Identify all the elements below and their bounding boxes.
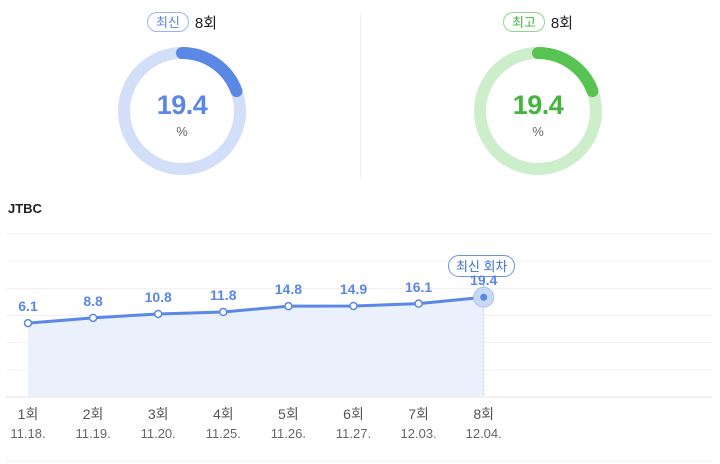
data-label: 6.1 — [18, 298, 38, 315]
x-tick-date: 11.20. — [140, 426, 176, 441]
latest-rating-header: 최신 8회 — [92, 10, 272, 34]
x-tick-date: 12.04. — [465, 426, 502, 441]
data-point — [284, 301, 293, 311]
latest-rating-value: 19.4 — [156, 90, 208, 120]
x-tick-date: 12.03. — [400, 426, 437, 441]
rating-summary: 최신 8회 19.4 % 최고 8회 19.4 % — [0, 0, 720, 185]
summary-divider — [360, 14, 361, 178]
data-point — [153, 309, 163, 319]
data-label: 16.1 — [404, 278, 433, 295]
x-tick-round: 3회 — [147, 406, 169, 422]
best-donut-arc — [474, 47, 602, 175]
x-tick-round: 5회 — [278, 406, 299, 422]
series-area — [28, 297, 484, 397]
x-tick-date: 11.19. — [75, 426, 111, 441]
latest-rating-card: 최신 8회 19.4 % — [92, 0, 272, 185]
data-point — [349, 301, 358, 311]
data-label: 8.8 — [83, 292, 103, 309]
channel-name: JTBC — [8, 201, 42, 216]
data-point — [23, 318, 33, 328]
ratings-chart: 최신 회차 6.1 1회 11.18. 8.8 2회 11.19. 10.8 3회 11.20.… — [0, 225, 720, 464]
best-rating-value: 19.4 — [512, 90, 564, 120]
series-line — [27, 295, 484, 325]
x-tick-round: 4회 — [212, 406, 234, 422]
data-label: 14.8 — [274, 281, 303, 298]
data-label: 14.9 — [339, 280, 368, 297]
data-label: 10.8 — [144, 288, 172, 305]
data-point — [219, 307, 228, 317]
x-tick-round: 6회 — [343, 406, 364, 422]
best-badge: 최고 — [502, 12, 545, 32]
latest-episode-tag: 최신 회차 — [448, 255, 516, 277]
x-tick-date: 11.27. — [335, 426, 372, 441]
latest-round: 8회 — [194, 14, 218, 32]
x-tick-date: 11.26. — [270, 426, 306, 441]
x-tick-date: 11.25. — [205, 426, 241, 441]
x-tick-round: 1회 — [17, 406, 39, 422]
best-rating-unit: % — [532, 124, 544, 139]
x-tick-round: 7회 — [408, 406, 429, 422]
best-round: 8회 — [550, 14, 574, 32]
latest-badge: 최신 — [146, 12, 189, 32]
best-rating-donut — [474, 47, 602, 175]
best-rating-card: 최고 8회 19.4 % — [448, 0, 628, 185]
data-point — [480, 293, 488, 301]
x-tick-round: 2회 — [82, 406, 104, 422]
data-point — [88, 313, 98, 323]
data-point — [414, 299, 423, 308]
x-tick-date: 11.18. — [10, 426, 46, 441]
latest-rating-donut — [118, 47, 246, 175]
data-label: 19.4 — [470, 272, 498, 289]
best-rating-header: 최고 8회 — [448, 10, 628, 34]
data-label: 11.8 — [210, 287, 237, 303]
x-tick-round: 8회 — [473, 406, 495, 422]
ratings-chart-svg — [6, 233, 712, 462]
latest-rating-unit: % — [176, 124, 188, 139]
latest-donut-arc — [118, 47, 246, 175]
